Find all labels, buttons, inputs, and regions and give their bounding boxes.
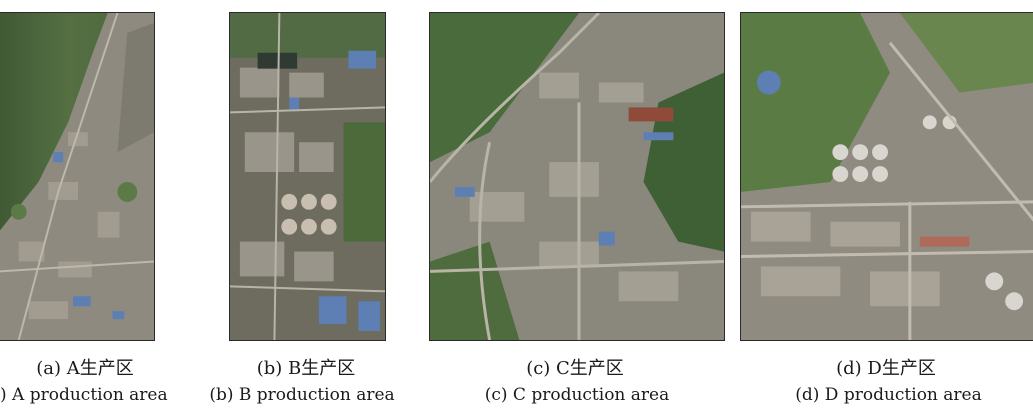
caption-en-d: (d) D production area bbox=[795, 385, 982, 405]
caption-en-a: ) A production area bbox=[0, 385, 168, 405]
satellite-image-d bbox=[740, 12, 1033, 341]
satellite-image-b bbox=[229, 12, 386, 341]
caption-zh-c: (c) C生产区 bbox=[526, 358, 624, 379]
caption-en-b: (b) B production area bbox=[209, 385, 395, 405]
satellite-image-a bbox=[0, 12, 155, 341]
satellite-image-c bbox=[429, 12, 725, 341]
caption-zh-a: (a) A生产区 bbox=[36, 358, 134, 379]
caption-zh-d: (d) D生产区 bbox=[836, 358, 936, 379]
caption-zh-b: (b) B生产区 bbox=[256, 358, 356, 379]
caption-en-c: (c) C production area bbox=[484, 385, 670, 405]
